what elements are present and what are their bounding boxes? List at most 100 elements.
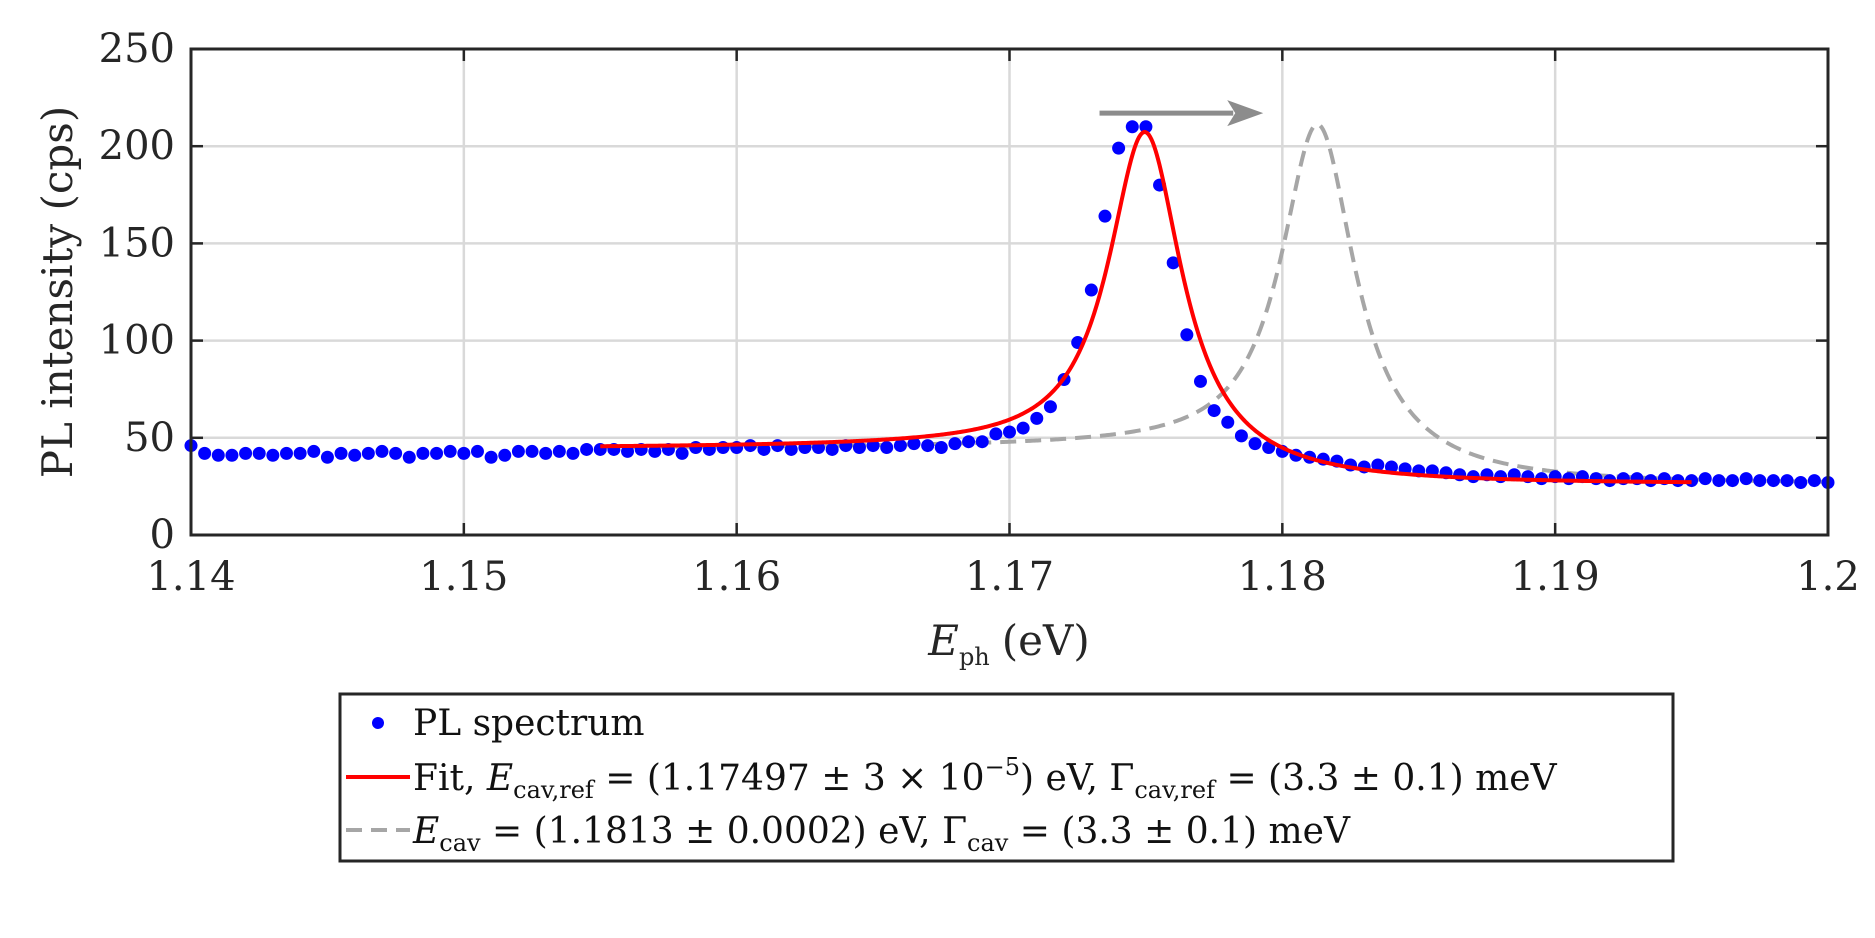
data-point [1125,120,1139,134]
x-tick-labels: 1.14 1.15 1.16 1.17 1.18 1.19 1.2 [146,554,1859,600]
fit-layer [600,129,1692,485]
x-tick-label: 1.14 [146,554,235,600]
data-point [1384,460,1398,474]
legend: PL spectrum Fit, Ecav,ref = (1.17497 ± 3… [338,692,1675,863]
data-point [1234,429,1248,443]
legend-entry-dashed: Ecav = (1.1813 ± 0.0002) eV, Γcav = (3.3… [412,811,1351,857]
x-tick-label: 1.15 [419,554,508,600]
data-point [389,446,403,460]
legend-entry-fit: Fit, Ecav,ref = (1.17497 ± 3 × 10−5) eV,… [413,753,1558,804]
data-point [1180,328,1194,342]
data-point [1003,425,1016,439]
data-point [239,446,253,460]
data-point [948,437,962,451]
data-point [1193,374,1207,388]
data-point [621,444,635,458]
data-point [689,441,703,455]
data-point [907,437,921,451]
y-tick-label: 50 [124,415,175,461]
y-tick-labels: 0 50 100 150 200 250 [99,26,175,558]
data-point [648,444,662,458]
data-point [266,448,280,462]
legend-box [338,692,1675,863]
y-tick-label: 0 [150,512,175,558]
shift-arrow-head [1227,100,1264,127]
data-point [361,446,375,460]
data-point [293,446,307,460]
data-point [1043,400,1057,414]
x-axis-title: Eph (eV) [927,616,1089,671]
data-point [1221,415,1235,429]
x-tick-label: 1.16 [692,554,781,600]
data-point [525,444,539,458]
data-point [225,448,239,462]
data-point [539,446,553,460]
data-point [921,439,935,453]
data-point [784,442,798,456]
data-point [675,446,689,460]
data-point [1030,411,1044,425]
data-point [402,450,416,464]
data-point [962,435,976,449]
data-point [511,444,525,458]
data-point [852,441,866,455]
x-tick-label: 1.2 [1796,554,1860,600]
data-point [375,444,389,458]
arrow-layer [1099,100,1264,127]
ticks [189,47,1830,537]
data-point [279,446,293,460]
data-point [552,444,566,458]
data-point [580,442,594,456]
data-point [198,446,212,460]
data-point [1139,120,1153,134]
legend-entry-pl: PL spectrum [413,703,645,744]
data-point [1794,476,1808,490]
data-point [484,450,498,464]
data-point [1098,209,1112,223]
data-point [443,444,457,458]
data-point [1726,474,1740,488]
data-point [1112,141,1126,155]
data-point [1207,404,1221,418]
series-fit-line [600,129,1692,485]
data-point [1766,474,1780,488]
data-point [975,435,989,449]
x-tick-label: 1.18 [1238,554,1327,600]
data-point [1084,283,1098,297]
data-point [334,446,348,460]
data-point [1807,474,1821,488]
data-point [1494,470,1508,484]
y-tick-label: 200 [99,123,175,169]
data-point [252,446,266,460]
data-point [470,444,484,458]
x-tick-label: 1.19 [1511,554,1600,600]
data-point [880,441,894,455]
data-point [757,442,771,456]
data-point [1016,421,1030,435]
data-point [1780,474,1794,488]
legend-marker-pl [372,717,384,729]
data-point [211,448,225,462]
data-point [307,444,321,458]
data-point [825,442,839,456]
y-axis-title: PL intensity (cps) [33,106,82,478]
data-point [989,427,1003,441]
data-point [498,448,512,462]
data-point [1371,458,1385,472]
y-tick-label: 100 [99,318,175,364]
data-point [1166,256,1180,270]
data-point [457,446,471,460]
data-point [566,446,580,460]
data-point [1753,474,1767,488]
data-point [430,446,444,460]
y-tick-label: 150 [99,220,175,266]
data-point [934,441,948,455]
data-point [893,439,907,453]
x-tick-label: 1.17 [965,554,1054,600]
data-point [1712,474,1726,488]
data-point [416,446,430,460]
data-point [1248,437,1262,451]
y-tick-label: 250 [99,26,175,72]
data-point [320,450,334,464]
